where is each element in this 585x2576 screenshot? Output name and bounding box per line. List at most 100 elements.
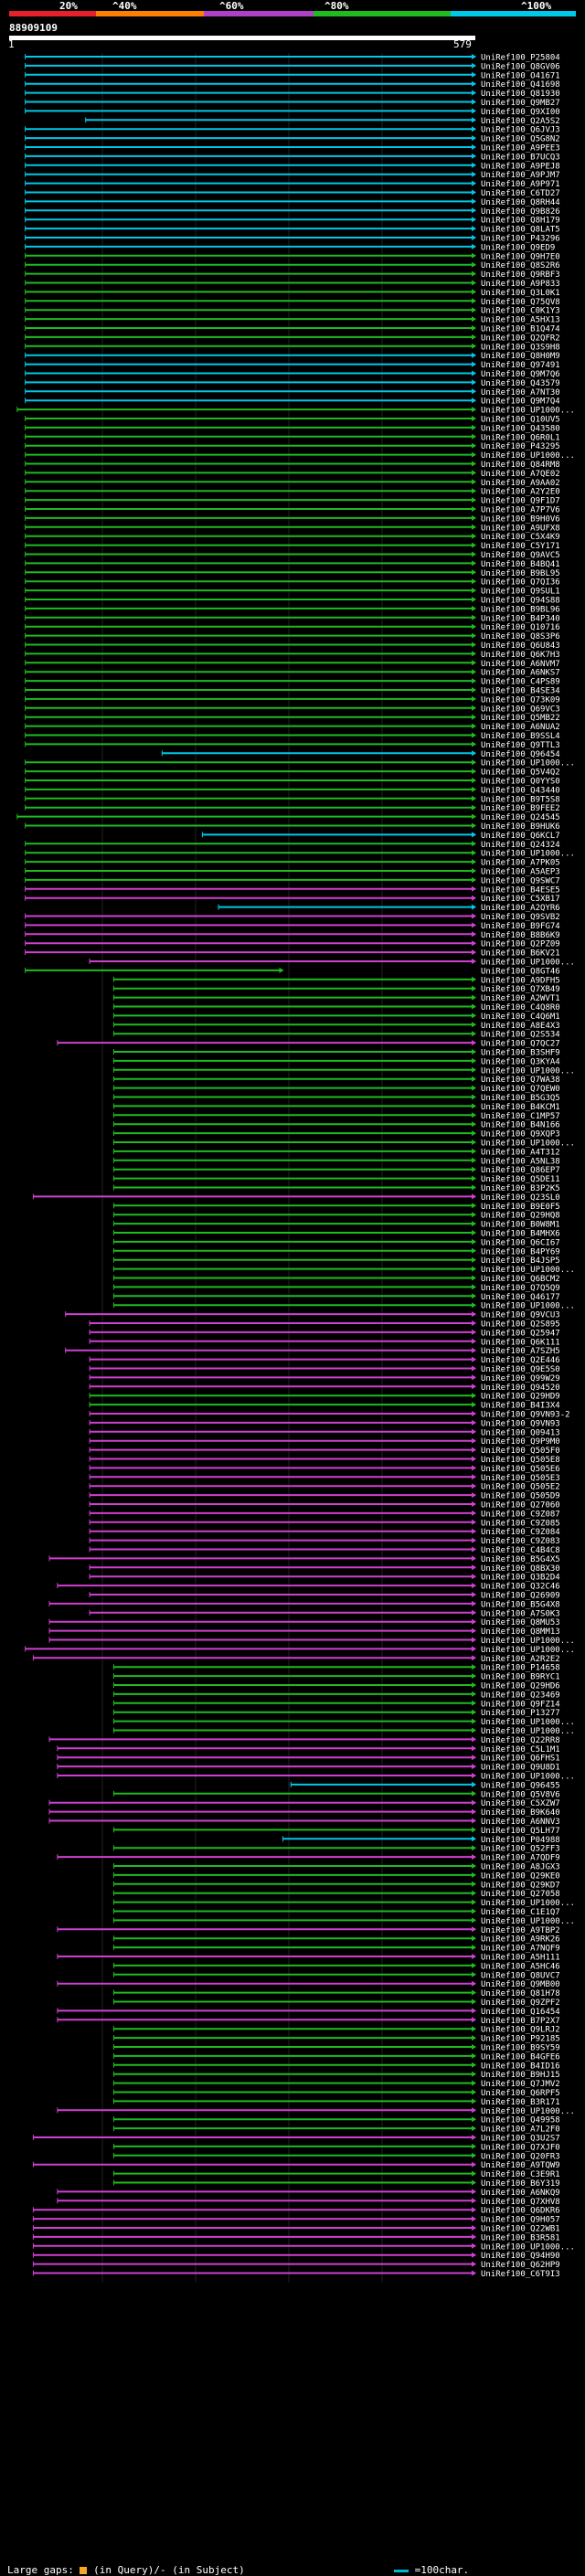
hit-label[interactable]: UniRef100_Q94H90 — [481, 2252, 560, 2261]
hit-row[interactable]: UniRef100_Q43440 — [25, 786, 560, 795]
hit-row[interactable]: UniRef100_Q9E5S0 — [89, 1365, 560, 1374]
hit-row[interactable]: UniRef100_UP1000... — [25, 451, 575, 461]
hit-row[interactable]: UniRef100_Q2S534 — [113, 1031, 560, 1040]
hit-label[interactable]: UniRef100_A5HX13 — [481, 316, 560, 325]
hit-label[interactable]: UniRef100_B4PY69 — [481, 1247, 560, 1256]
hit-label[interactable]: UniRef100_A9TBP2 — [481, 1926, 560, 1935]
hit-label[interactable]: UniRef100_Q7Q5Q9 — [481, 1284, 560, 1293]
hit-row[interactable]: UniRef100_Q94520 — [89, 1383, 560, 1393]
hit-label[interactable]: UniRef100_Q23SL0 — [481, 1193, 560, 1203]
hit-label[interactable]: UniRef100_C4PS89 — [481, 678, 560, 687]
hit-label[interactable]: UniRef100_Q52FF3 — [481, 1845, 560, 1854]
hit-row[interactable]: UniRef100_Q9XQP3 — [113, 1130, 560, 1140]
hit-row[interactable]: UniRef100_Q9ED9 — [25, 243, 556, 252]
hit-label[interactable]: UniRef100_Q9FZ14 — [481, 1700, 560, 1709]
hit-label[interactable]: UniRef100_Q9F1D7 — [481, 497, 560, 506]
hit-label[interactable]: UniRef100_A2QYR6 — [481, 904, 560, 913]
hit-label[interactable]: UniRef100_A2WVT1 — [481, 994, 560, 1003]
hit-label[interactable]: UniRef100_C9Z083 — [481, 1537, 560, 1546]
hit-label[interactable]: UniRef100_B3R171 — [481, 2098, 560, 2107]
hit-label[interactable]: UniRef100_Q7XHV8 — [481, 2198, 560, 2207]
hit-label[interactable]: UniRef100_A7PK05 — [481, 859, 560, 868]
hit-row[interactable]: UniRef100_C4Q6M1 — [113, 1012, 560, 1022]
hit-row[interactable]: UniRef100_Q8RH44 — [25, 198, 560, 207]
hit-label[interactable]: UniRef100_Q96454 — [481, 750, 560, 759]
hit-row[interactable]: UniRef100_B4ESE5 — [25, 885, 560, 895]
hit-label[interactable]: UniRef100_B3R581 — [481, 2233, 560, 2242]
hit-label[interactable]: UniRef100_Q6K7H3 — [481, 651, 560, 660]
hit-row[interactable]: UniRef100_Q9F1D7 — [25, 497, 560, 506]
hit-label[interactable]: UniRef100_A8JGX3 — [481, 1863, 560, 1872]
hit-label[interactable]: UniRef100_Q9ED9 — [481, 243, 555, 252]
hit-label[interactable]: UniRef100_Q3S9H8 — [481, 343, 560, 352]
hit-label[interactable]: UniRef100_Q73K09 — [481, 695, 560, 705]
hit-row[interactable]: UniRef100_A9AA02 — [25, 479, 560, 488]
hit-label[interactable]: UniRef100_Q505F0 — [481, 1447, 560, 1456]
hit-label[interactable]: UniRef100_Q6BCM2 — [481, 1275, 560, 1284]
hit-row[interactable]: UniRef100_Q9M7Q4 — [25, 398, 560, 407]
hit-row[interactable]: UniRef100_Q16454 — [57, 2008, 560, 2017]
hit-label[interactable]: UniRef100_UP1000... — [481, 407, 575, 416]
hit-label[interactable]: UniRef100_Q2QFR2 — [481, 334, 560, 343]
hit-row[interactable]: UniRef100_Q7XJF0 — [113, 2143, 560, 2152]
hit-row[interactable]: UniRef100_Q8MU53 — [48, 1618, 560, 1627]
hit-row[interactable]: UniRef100_C1E1Q7 — [113, 1908, 560, 1917]
hit-row[interactable]: UniRef100_B9HJ15 — [113, 2071, 560, 2080]
hit-label[interactable]: UniRef100_Q505E3 — [481, 1474, 560, 1483]
hit-row[interactable]: UniRef100_Q9M7Q6 — [25, 370, 560, 379]
hit-label[interactable]: UniRef100_Q9M7Q4 — [481, 398, 560, 407]
hit-row[interactable]: UniRef100_A7QE02 — [25, 470, 560, 479]
hit-row[interactable]: UniRef100_Q8MM13 — [48, 1627, 560, 1637]
hit-label[interactable]: UniRef100_B9BL95 — [481, 569, 560, 578]
hit-label[interactable]: UniRef100_Q09413 — [481, 1428, 560, 1437]
hit-row[interactable]: UniRef100_Q41698 — [25, 80, 560, 90]
hit-label[interactable]: UniRef100_Q505E8 — [481, 1456, 560, 1465]
hit-label[interactable]: UniRef100_Q9SUL1 — [481, 588, 560, 597]
hit-row[interactable]: UniRef100_Q29HD9 — [89, 1393, 560, 1402]
hit-label[interactable]: UniRef100_B0W8M1 — [481, 1221, 560, 1230]
hit-label[interactable]: UniRef100_B9T5S8 — [481, 795, 560, 804]
hit-row[interactable]: UniRef100_B9SY59 — [113, 2044, 560, 2053]
hit-row[interactable]: UniRef100_C9Z087 — [89, 1510, 560, 1519]
hit-row[interactable]: UniRef100_Q6KCL7 — [201, 832, 560, 841]
hit-label[interactable]: UniRef100_B9E0F5 — [481, 1203, 560, 1212]
hit-label[interactable]: UniRef100_UP1000... — [481, 451, 575, 461]
hit-row[interactable]: UniRef100_Q6CI67 — [113, 1238, 560, 1247]
hit-row[interactable]: UniRef100_B4N166 — [113, 1121, 560, 1130]
hit-row[interactable]: UniRef100_Q7QC27 — [57, 1040, 560, 1049]
hit-row[interactable]: UniRef100_B9SSL4 — [25, 732, 560, 741]
hit-label[interactable]: UniRef100_A9RK26 — [481, 1935, 560, 1945]
hit-row[interactable]: UniRef100_Q6K7H3 — [25, 651, 560, 660]
hit-label[interactable]: UniRef100_Q7QEW0 — [481, 1085, 560, 1094]
hit-row[interactable]: UniRef100_Q96454 — [161, 750, 560, 759]
hit-row[interactable]: UniRef100_C5X4K9 — [25, 533, 560, 542]
hit-row[interactable]: UniRef100_Q8H0M9 — [25, 352, 560, 361]
hit-label[interactable]: UniRef100_B9H0V6 — [481, 514, 560, 524]
hit-row[interactable]: UniRef100_Q84RM8 — [25, 461, 560, 470]
hit-label[interactable]: UniRef100_Q9SVB2 — [481, 913, 560, 922]
hit-row[interactable]: UniRef100_A9TBP2 — [57, 1926, 560, 1935]
hit-label[interactable]: UniRef100_UP1000... — [481, 2107, 575, 2116]
hit-row[interactable]: UniRef100_Q96455 — [290, 1781, 560, 1790]
hit-row[interactable]: UniRef100_Q9VN93-2 — [89, 1411, 570, 1420]
hit-row[interactable]: UniRef100_C5L1M1 — [57, 1745, 560, 1754]
hit-label[interactable]: UniRef100_Q43579 — [481, 379, 560, 388]
hit-row[interactable]: UniRef100_A7L2F0 — [113, 2125, 560, 2135]
hit-row[interactable]: UniRef100_A7P7V6 — [25, 506, 560, 515]
hit-label[interactable]: UniRef100_Q8H179 — [481, 217, 560, 226]
hit-label[interactable]: UniRef100_B4ID16 — [481, 2062, 560, 2071]
hit-label[interactable]: UniRef100_Q6U843 — [481, 641, 560, 651]
hit-row[interactable]: UniRef100_Q73K09 — [25, 695, 560, 705]
hit-label[interactable]: UniRef100_Q26909 — [481, 1592, 560, 1601]
hit-row[interactable]: UniRef100_P92185 — [113, 2035, 560, 2044]
hit-label[interactable]: UniRef100_Q9ZPF2 — [481, 1998, 560, 2008]
hit-row[interactable]: UniRef100_A9TQW9 — [32, 2161, 560, 2170]
hit-label[interactable]: UniRef100_P92185 — [481, 2035, 560, 2044]
hit-label[interactable]: UniRef100_A7P7V6 — [481, 506, 560, 515]
hit-label[interactable]: UniRef100_Q46177 — [481, 1293, 560, 1302]
hit-row[interactable]: UniRef100_A9UFX8 — [25, 524, 560, 533]
hit-label[interactable]: UniRef100_B4GFE6 — [481, 2052, 560, 2062]
hit-row[interactable]: UniRef100_Q86EP7 — [113, 1166, 560, 1175]
hit-row[interactable]: UniRef100_B5G4X8 — [48, 1600, 560, 1609]
hit-row[interactable]: UniRef100_Q9U8D1 — [57, 1764, 560, 1773]
